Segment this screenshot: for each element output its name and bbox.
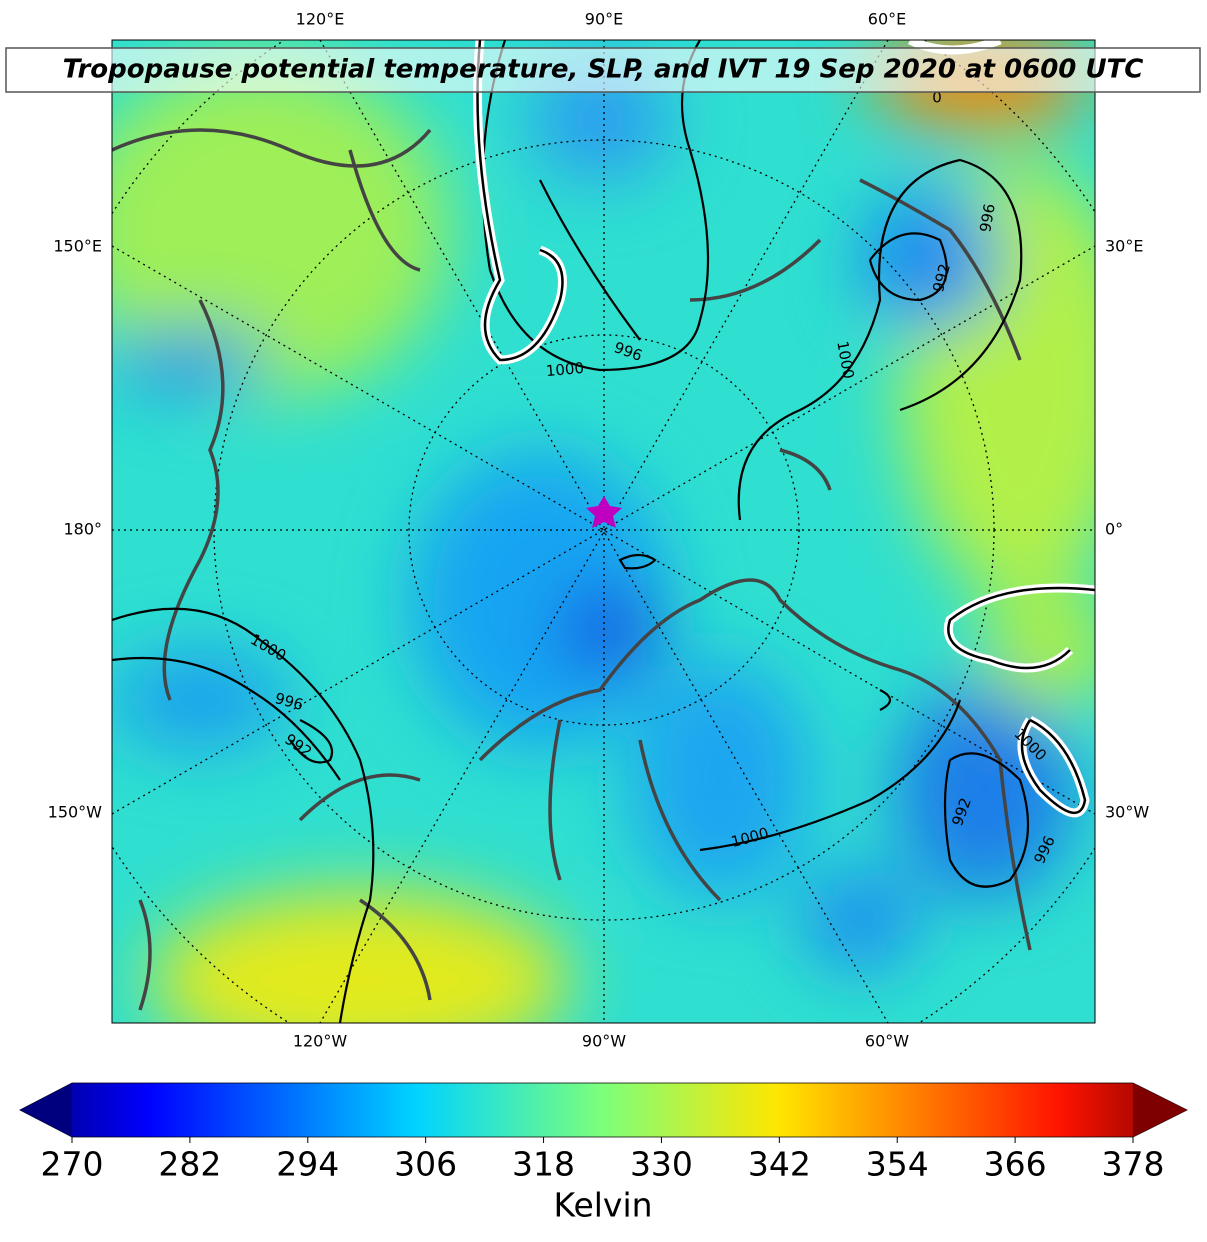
colorbar-tick-label: 282 bbox=[158, 1145, 221, 1184]
longitude-label: 90°E bbox=[585, 10, 623, 29]
longitude-labels: 120°E 90°E 60°E 120°W 90°W 60°W 150°E 180° 150°W… bbox=[48, 10, 1150, 1051]
colorbar-ticks: 270 282 294 306 318 330 342 354 366 378 bbox=[41, 1137, 1165, 1184]
longitude-label: 30°W bbox=[1105, 803, 1149, 822]
longitude-label: 30°E bbox=[1105, 237, 1143, 256]
map bbox=[112, 40, 1095, 1023]
title: Tropopause potential temperature, SLP, a… bbox=[63, 55, 1144, 85]
colorbar-extend-high bbox=[1133, 1083, 1187, 1137]
contour-label: 1000 bbox=[545, 359, 585, 380]
colorbar-tick-label: 270 bbox=[41, 1145, 104, 1184]
colorbar-tick-label: 366 bbox=[984, 1145, 1047, 1184]
longitude-label: 120°E bbox=[296, 10, 345, 29]
colorbar-tick-label: 354 bbox=[866, 1145, 929, 1184]
colorbar-tick-label: 378 bbox=[1102, 1145, 1165, 1184]
longitude-label: 60°W bbox=[865, 1032, 909, 1051]
longitude-label: 150°E bbox=[53, 237, 102, 256]
colorbar-extend-low bbox=[20, 1083, 72, 1137]
longitude-label: 0° bbox=[1105, 520, 1123, 539]
title-box bbox=[5, 47, 1201, 93]
colorbar-tick-label: 330 bbox=[630, 1145, 693, 1184]
contour-label: 0 bbox=[932, 89, 942, 107]
longitude-label: 60°E bbox=[868, 10, 906, 29]
colorbar-label: Kelvin bbox=[553, 1186, 652, 1225]
longitude-label: 90°W bbox=[582, 1032, 626, 1051]
colorbar bbox=[19, 1082, 1188, 1138]
colorbar-tick-label: 318 bbox=[512, 1145, 575, 1184]
longitude-label: 150°W bbox=[48, 803, 103, 822]
contour-label: 996 bbox=[976, 202, 999, 233]
colorbar-tick-label: 306 bbox=[394, 1145, 457, 1184]
longitude-label: 120°W bbox=[293, 1032, 348, 1051]
colorbar-tick-label: 294 bbox=[276, 1145, 339, 1184]
longitude-label: 180° bbox=[63, 520, 102, 539]
colorbar-tick-label: 342 bbox=[748, 1145, 811, 1184]
